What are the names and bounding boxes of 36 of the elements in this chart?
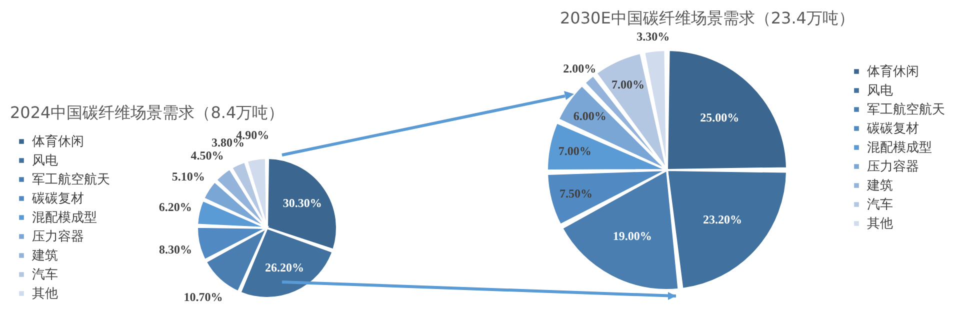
data-label: 30.30%: [282, 196, 322, 210]
legend-label: 体育休闲: [867, 64, 919, 80]
data-label: 2.00%: [563, 61, 596, 76]
legend-label: 其他: [32, 286, 58, 302]
legend-label: 混配模成型: [32, 210, 97, 226]
data-label: 3.30%: [636, 30, 670, 44]
data-label: 19.00%: [612, 228, 652, 243]
chart-title: 2024中国碳纤维场景需求（8.4万吨）: [10, 103, 284, 122]
data-label: 7.50%: [560, 186, 593, 201]
data-label: 6.00%: [573, 109, 606, 124]
legend-label: 建筑: [31, 248, 58, 264]
legend-label: 其他: [867, 216, 893, 232]
data-label: 5.10%: [172, 169, 205, 184]
data-label: 8.30%: [158, 242, 192, 256]
legend-label: 军工航空航天: [867, 102, 945, 118]
legend-label: 风电: [32, 154, 58, 168]
legend-label: 碳碳复材: [866, 122, 919, 136]
legend-label: 汽车: [867, 198, 893, 212]
data-label: 4.50%: [190, 148, 224, 162]
data-label: 10.70%: [184, 290, 223, 304]
legend-label: 建筑: [866, 178, 893, 194]
legend-label: 混配模成型: [867, 140, 932, 156]
legend-label: 军工航空航天: [32, 172, 110, 188]
legend-label: 风电: [867, 84, 893, 98]
data-label: 7.00%: [612, 77, 645, 92]
legend-label: 压力容器: [867, 158, 919, 174]
chart-title: 2030E中国碳纤维场景需求（23.4万吨）: [560, 8, 854, 28]
data-label: 26.20%: [264, 260, 304, 275]
legend-label: 碳碳复材: [31, 192, 84, 206]
legend-label: 汽车: [32, 268, 58, 282]
data-label: 6.20%: [158, 200, 192, 214]
legend-label: 体育休闲: [32, 134, 84, 150]
data-label: 7.00%: [558, 144, 592, 158]
data-label: 23.20%: [703, 212, 742, 227]
data-label: 25.00%: [700, 110, 740, 124]
legend-label: 压力容器: [32, 228, 84, 244]
